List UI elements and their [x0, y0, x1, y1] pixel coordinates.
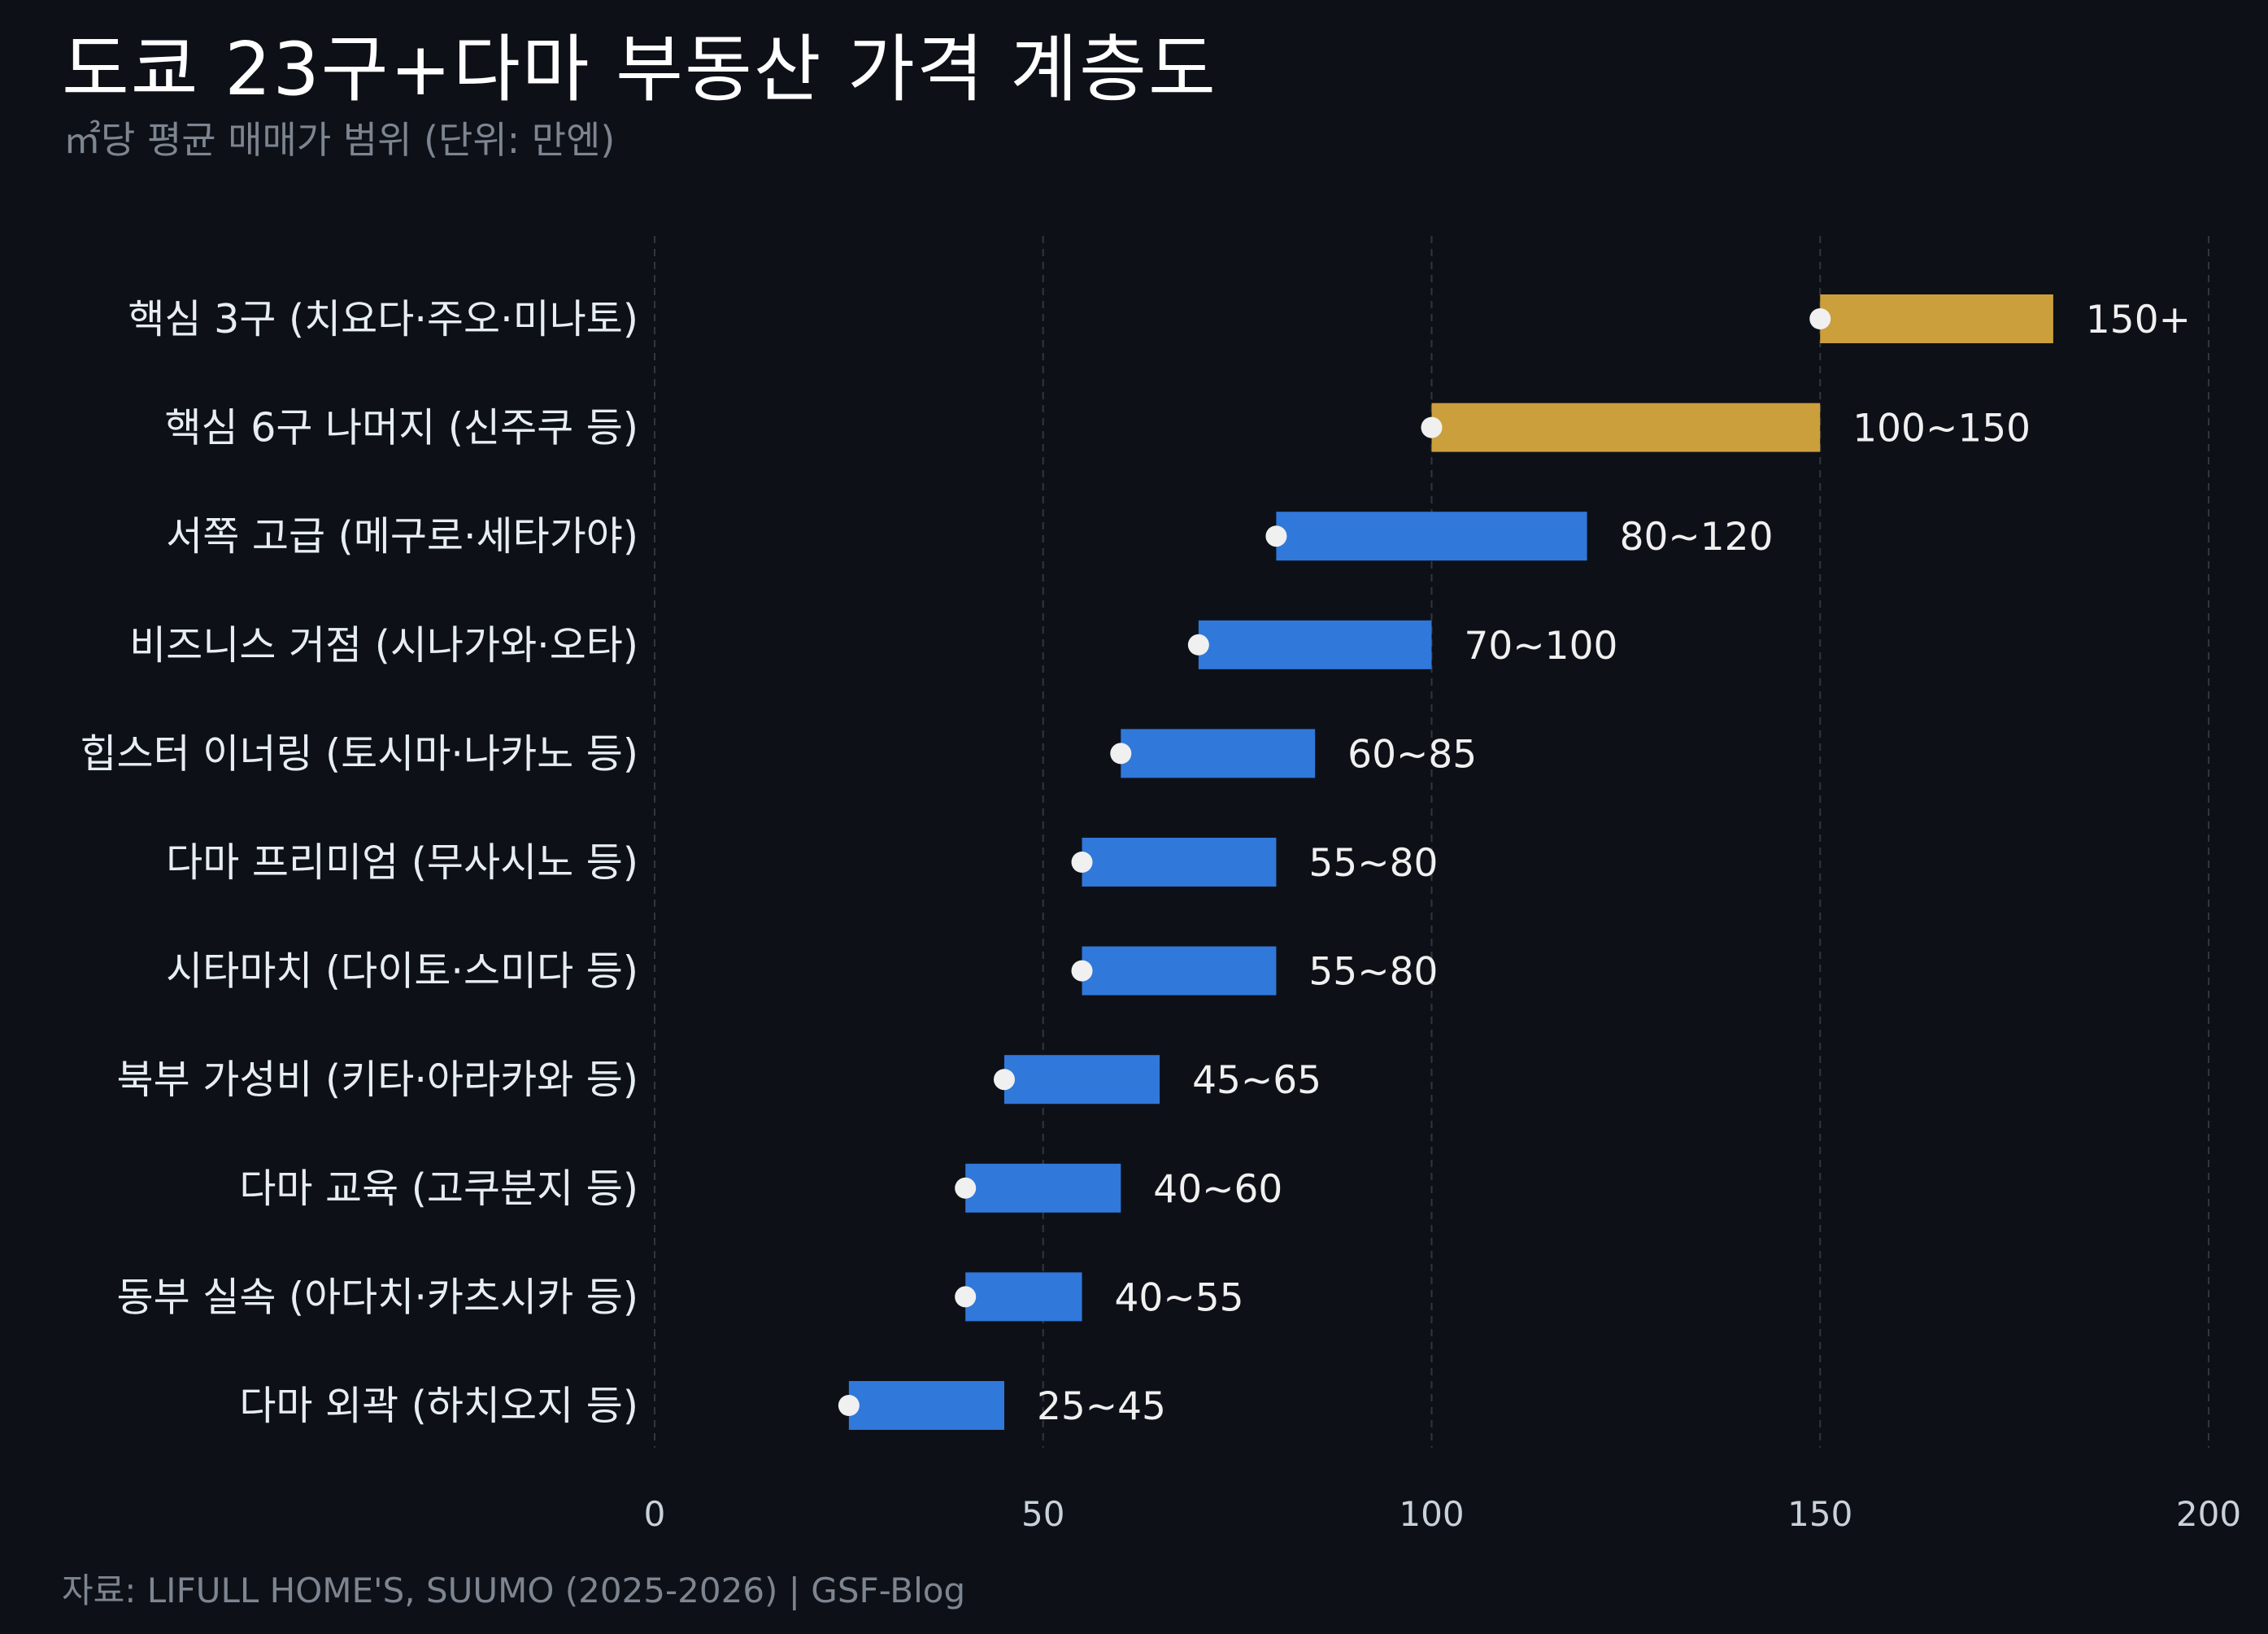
value-label: 40~55	[1115, 1275, 1244, 1320]
range-bar	[1198, 620, 1432, 669]
value-label: 60~85	[1347, 732, 1477, 777]
value-label: 40~60	[1153, 1167, 1282, 1212]
range-bar	[1820, 294, 2053, 343]
range-bars	[848, 294, 2053, 1430]
category-labels: 핵심 3구 (치요다·주오·미나토) 핵심 6구 나머지 (신주쿠 등) 서쪽 고급…	[80, 296, 638, 1429]
range-bar	[965, 1163, 1121, 1213]
category-label: 핵심 6구 나머지 (신주쿠 등)	[164, 405, 638, 451]
value-label: 80~120	[1620, 515, 1774, 560]
category-label: 다마 교육 (고쿠분지 등)	[239, 1166, 638, 1212]
category-label: 핵심 3구 (치요다·주오·미나토)	[128, 296, 638, 342]
value-label: 55~80	[1308, 841, 1438, 886]
category-label: 서쪽 고급 (메구로·세타가야)	[166, 513, 638, 560]
x-tick-label: 200	[2176, 1494, 2241, 1534]
value-label: 25~45	[1037, 1384, 1166, 1429]
x-tick-label: 0	[644, 1494, 666, 1534]
x-tick-label: 100	[1399, 1494, 1464, 1534]
range-bar	[965, 1272, 1082, 1322]
range-bar	[1082, 946, 1277, 996]
range-start-marker	[1071, 960, 1093, 982]
range-start-marker	[1110, 743, 1132, 765]
range-start-marker	[1809, 308, 1831, 329]
category-label: 다마 외곽 (하치오지 등)	[239, 1383, 638, 1429]
chart-title: 도쿄 23구+다마 부동산 가격 계층도	[62, 27, 1217, 112]
x-tick-label: 150	[1787, 1494, 1852, 1534]
range-start-markers	[838, 308, 1831, 1416]
value-label: 150+	[2086, 298, 2191, 342]
category-label: 북부 가성비 (키타·아라카와 등)	[117, 1057, 639, 1103]
range-bar	[1431, 403, 1821, 452]
category-label: 비즈니스 거점 (시나가와·오타)	[129, 622, 638, 669]
range-start-marker	[1421, 416, 1443, 438]
x-tick-label: 50	[1021, 1494, 1064, 1534]
category-label: 동부 실속 (아다치·카츠시카 등)	[117, 1274, 639, 1320]
range-start-marker	[1071, 852, 1093, 873]
range-bar	[848, 1381, 1004, 1430]
range-start-marker	[838, 1395, 860, 1416]
category-label: 힙스터 이너링 (토시마·나카노 등)	[80, 730, 638, 777]
category-label: 다마 프리미엄 (무사시노 등)	[166, 839, 638, 886]
source-note: 자료: LIFULL HOME'S, SUUMO (2025-2026) | G…	[62, 1571, 966, 1610]
range-bar	[1121, 729, 1316, 778]
range-bar	[1276, 512, 1587, 561]
value-labels: 150+ 100~150 80~120 70~100 60~85 55~80 55~80 45…	[1037, 298, 2191, 1429]
value-label: 55~80	[1308, 950, 1438, 995]
chart-subtitle: ㎡당 평균 매매가 범위 (단위: 만엔)	[63, 118, 616, 162]
range-start-marker	[955, 1177, 977, 1199]
range-start-marker	[993, 1069, 1015, 1091]
value-label: 70~100	[1465, 624, 1618, 669]
range-start-marker	[1187, 634, 1209, 656]
range-bar	[1003, 1055, 1160, 1105]
value-label: 45~65	[1192, 1058, 1321, 1103]
category-label: 시타마치 (다이토·스미다 등)	[166, 948, 638, 995]
range-bar	[1082, 838, 1277, 887]
range-start-marker	[955, 1286, 977, 1308]
range-start-marker	[1265, 525, 1287, 547]
value-label: 100~150	[1852, 407, 2031, 451]
x-axis-ticks: 0 50 100 150 200	[644, 1494, 2241, 1534]
